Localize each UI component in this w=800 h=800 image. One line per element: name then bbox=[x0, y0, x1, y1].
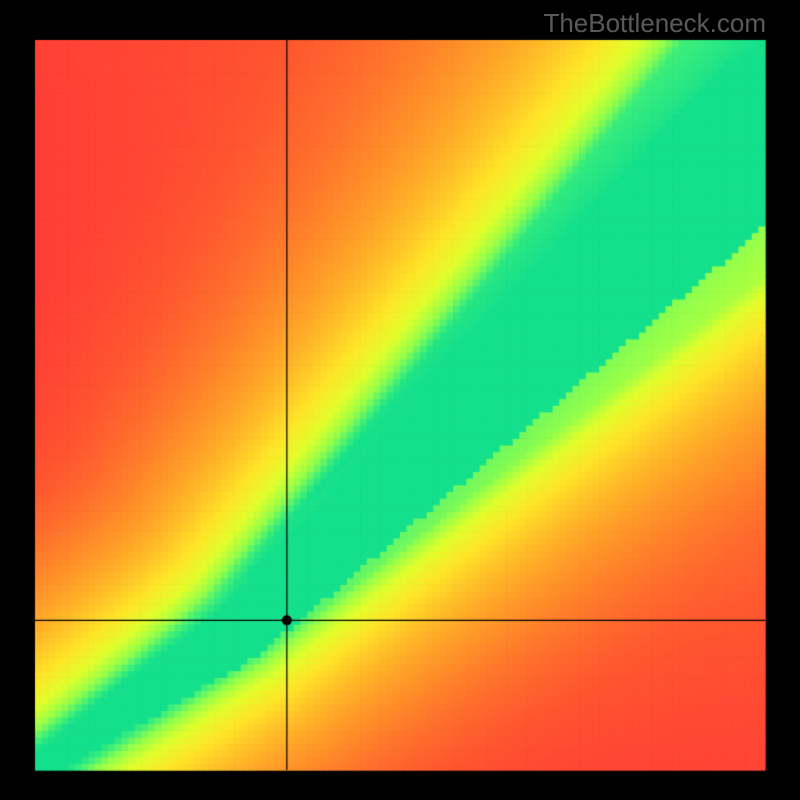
bottleneck-heatmap bbox=[0, 0, 800, 800]
chart-container: TheBottleneck.com bbox=[0, 0, 800, 800]
watermark-text: TheBottleneck.com bbox=[543, 8, 766, 39]
